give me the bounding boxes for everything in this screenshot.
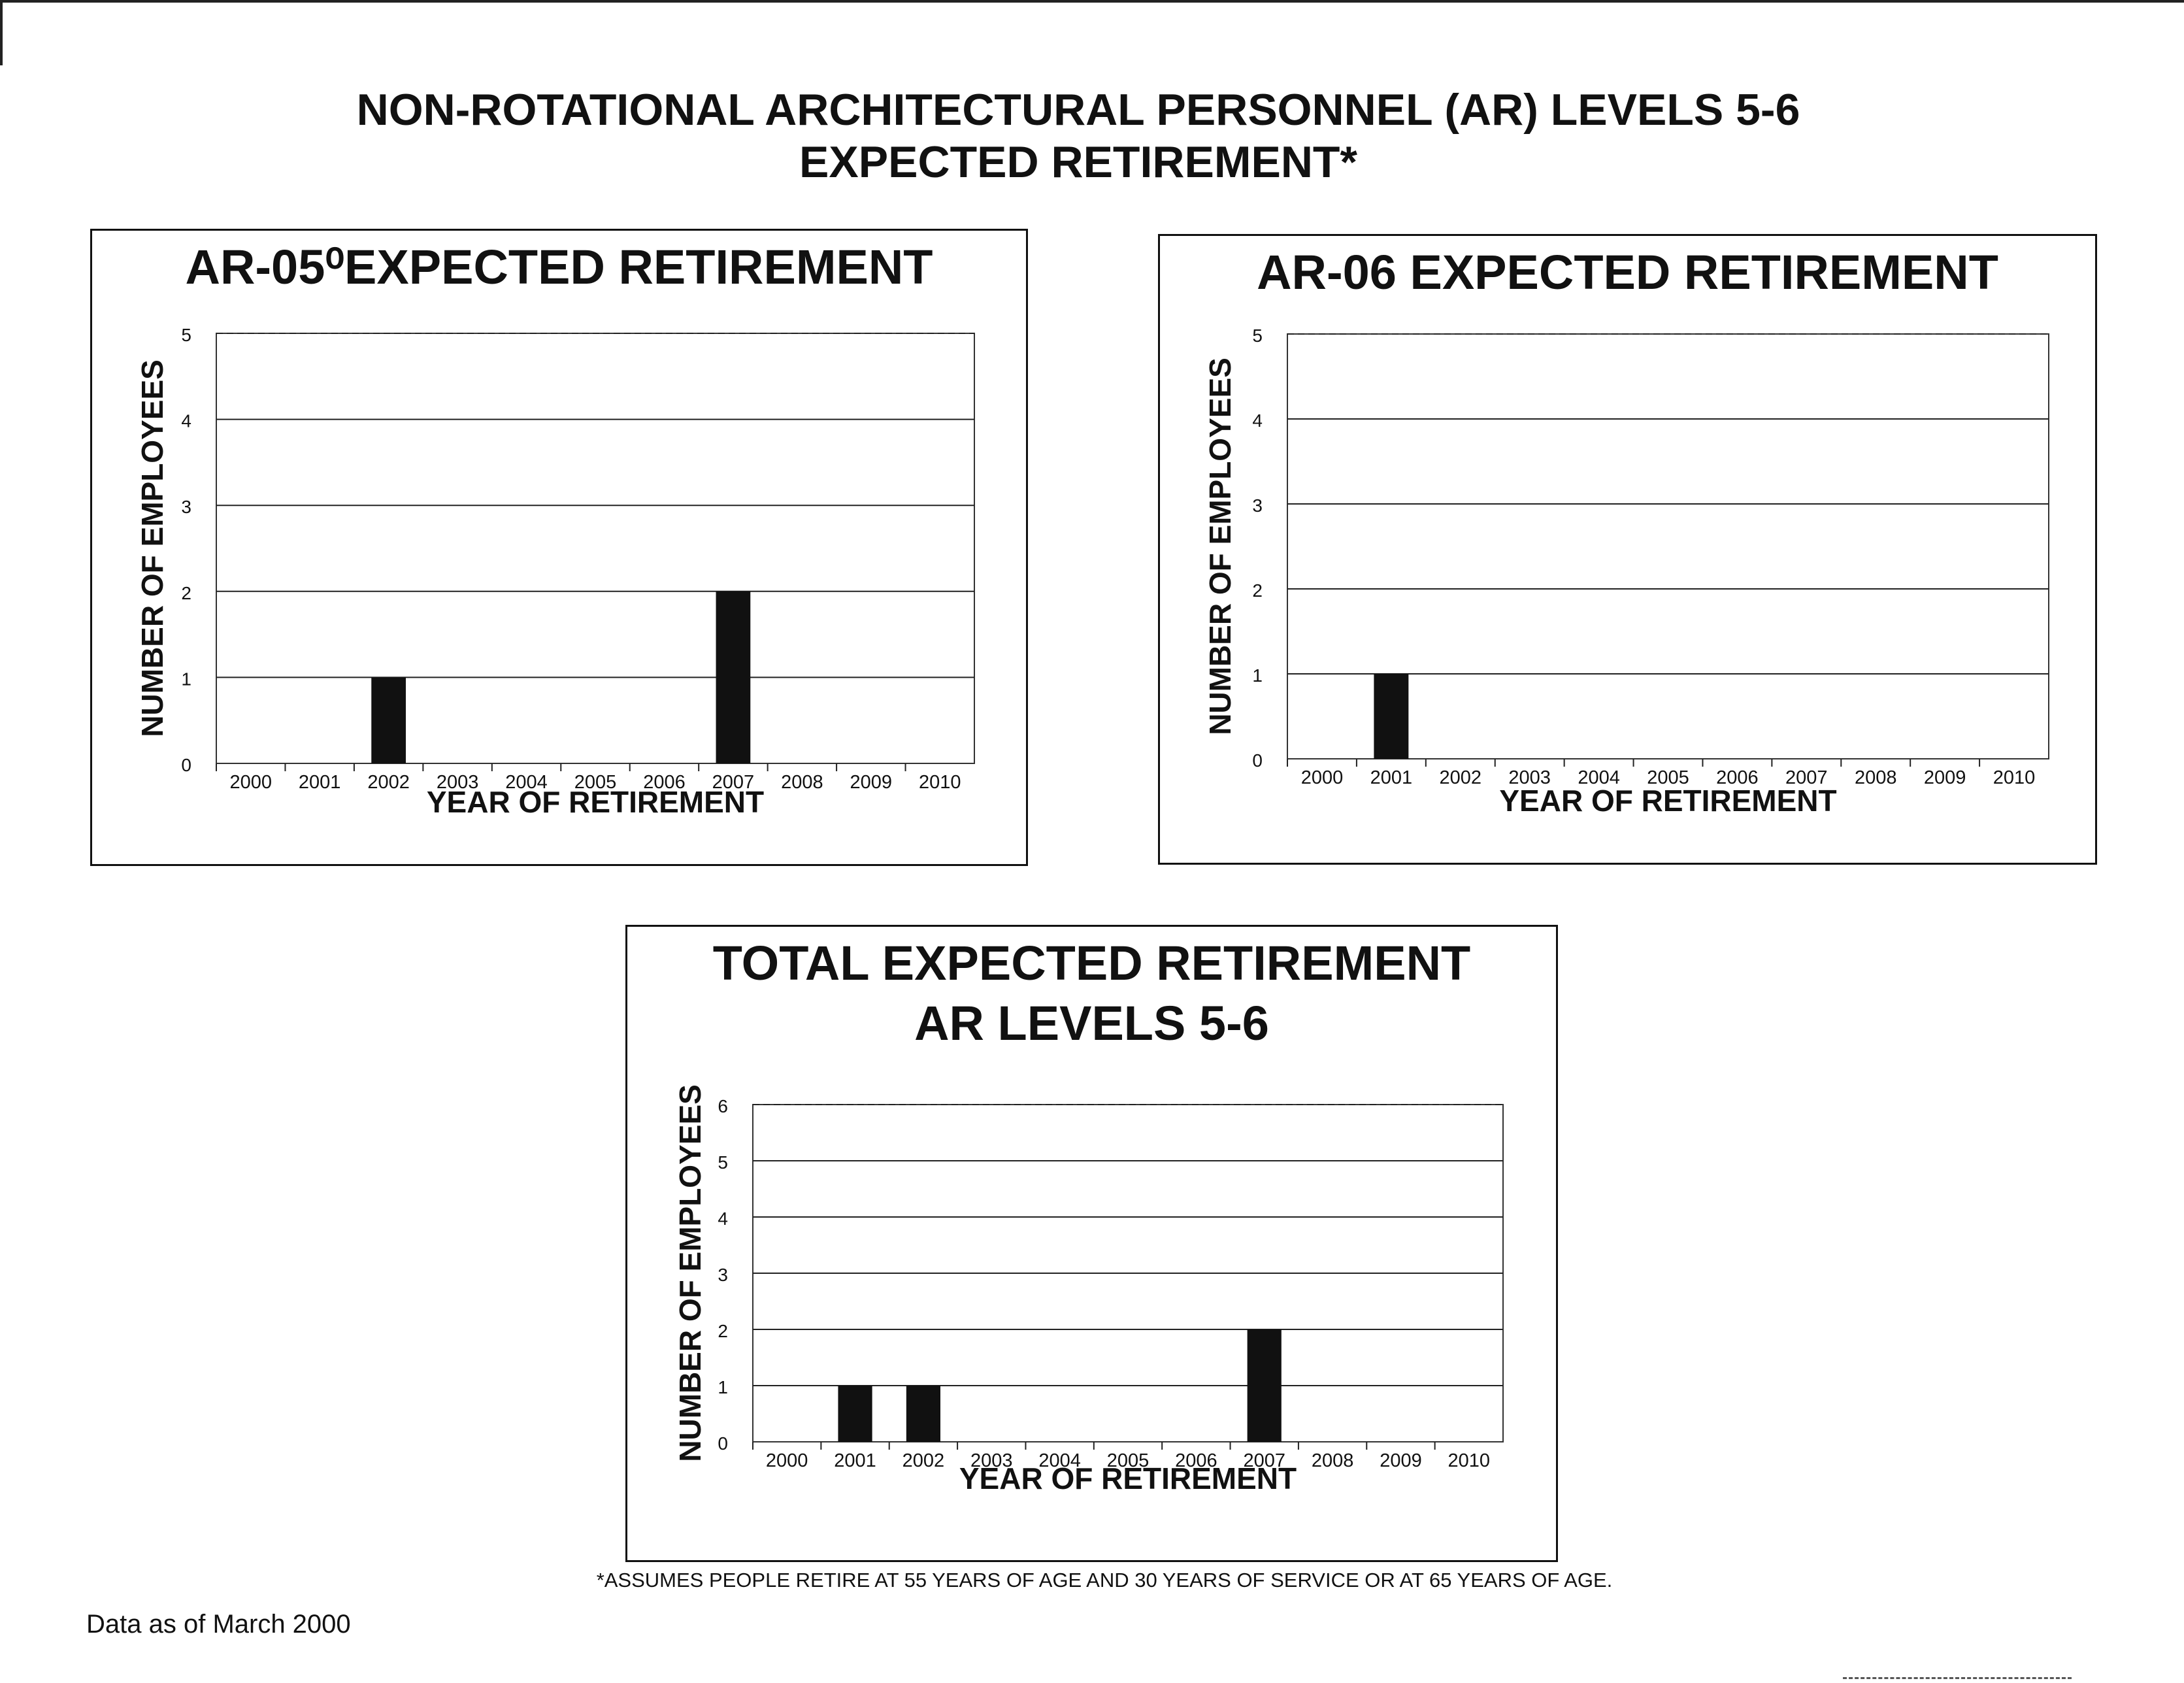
x-tick-label: 2005 xyxy=(1647,767,1689,788)
x-tick-label: 2000 xyxy=(229,772,272,793)
y-tick-label: 4 xyxy=(181,411,191,431)
chart-panel-ar05: AR-05⁰EXPECTED RETIREMENT 0 1 2 3 4 5 2000 2001… xyxy=(90,229,1028,866)
y-axis-title: NUMBER OF EMPLOYEES xyxy=(673,1084,707,1462)
y-tick-label: 3 xyxy=(1252,495,1263,516)
bar-2002 xyxy=(906,1386,940,1442)
chart-panel-total: TOTAL EXPECTED RETIREMENT AR LEVELS 5-6 … xyxy=(625,925,1558,1562)
y-tick-label: 1 xyxy=(718,1377,728,1397)
chart-title-ar06-line-1: AR-06 EXPECTED RETIREMENT xyxy=(1257,245,1998,299)
x-tick-label: 2001 xyxy=(299,772,341,793)
left-border-rule xyxy=(0,0,3,65)
chart-title-ar05: AR-05⁰EXPECTED RETIREMENT xyxy=(92,237,1026,297)
y-tick-label: 4 xyxy=(1252,410,1263,431)
bar-2001 xyxy=(1374,674,1409,759)
top-border-rule xyxy=(0,0,2184,3)
x-tick-label: 2003 xyxy=(437,772,479,793)
x-tick-label: 2010 xyxy=(1448,1450,1491,1471)
data-as-of-note: Data as of March 2000 xyxy=(86,1610,351,1639)
page-title: NON-ROTATIONAL ARCHITECTURAL PERSONNEL (… xyxy=(261,84,1895,188)
y-tick-label: 2 xyxy=(1252,580,1263,601)
y-tick-label: 4 xyxy=(718,1208,728,1229)
bar-2001 xyxy=(838,1386,872,1442)
y-tick-label: 2 xyxy=(718,1321,728,1341)
x-tick-label: 2001 xyxy=(834,1450,876,1471)
x-tick-label: 2004 xyxy=(1038,1450,1081,1471)
x-tick-label: 2009 xyxy=(1380,1450,1422,1471)
x-tick-label: 2005 xyxy=(574,772,617,793)
chart-ar06-svg: 0 1 2 3 4 5 2000 2001 2002 2003 2004 2005 2006 2007 20… xyxy=(1203,325,2049,818)
x-tick-label: 2002 xyxy=(367,772,410,793)
x-tick-label: 2010 xyxy=(919,772,961,793)
y-axis-title: NUMBER OF EMPLOYEES xyxy=(135,359,169,737)
x-axis-title: YEAR OF RETIREMENT xyxy=(1499,784,1836,818)
x-tick-label: 2004 xyxy=(505,772,548,793)
y-tick-label: 6 xyxy=(718,1096,728,1116)
y-tick-label: 1 xyxy=(181,669,191,689)
x-tick-label: 2008 xyxy=(781,772,823,793)
chart-title-total-line-1: TOTAL EXPECTED RETIREMENT xyxy=(712,936,1471,990)
bar-2007 xyxy=(716,591,751,763)
x-tick-label: 2010 xyxy=(1993,767,2036,788)
y-tick-label: 5 xyxy=(1252,325,1263,346)
y-tick-label: 0 xyxy=(181,755,191,775)
chart-ar05-svg: 0 1 2 3 4 5 2000 2001 2002 2003 2004 2005 2006 2007 20… xyxy=(135,325,975,819)
x-tick-label: 2001 xyxy=(1370,767,1413,788)
x-tick-label: 2006 xyxy=(1716,767,1759,788)
chart-panel-ar06: AR-06 EXPECTED RETIREMENT 0 1 2 3 4 5 2000 2001… xyxy=(1158,234,2097,865)
chart-title-ar06: AR-06 EXPECTED RETIREMENT xyxy=(1160,242,2095,303)
x-tick-label: 2009 xyxy=(850,772,893,793)
x-tick-label: 2000 xyxy=(766,1450,808,1471)
bar-2002 xyxy=(371,677,406,763)
page-title-line-2: EXPECTED RETIREMENT* xyxy=(799,137,1357,187)
chart-title-total: TOTAL EXPECTED RETIREMENT AR LEVELS 5-6 xyxy=(627,933,1556,1054)
chart-title-total-line-2: AR LEVELS 5-6 xyxy=(914,996,1269,1050)
x-tick-label: 2000 xyxy=(1301,767,1344,788)
x-tick-label: 2003 xyxy=(1508,767,1551,788)
page-title-line-1: NON-ROTATIONAL ARCHITECTURAL PERSONNEL (… xyxy=(356,85,1800,135)
y-tick-label: 1 xyxy=(1252,665,1263,686)
x-tick-label: 2006 xyxy=(1175,1450,1217,1471)
x-tick-label: 2003 xyxy=(970,1450,1013,1471)
x-tick-label: 2007 xyxy=(1785,767,1828,788)
x-tick-label: 2007 xyxy=(712,772,755,793)
y-tick-label: 5 xyxy=(718,1152,728,1173)
x-tick-label: 2002 xyxy=(1440,767,1482,788)
x-tick-label: 2007 xyxy=(1243,1450,1285,1471)
x-axis-title: YEAR OF RETIREMENT xyxy=(427,785,764,819)
x-tick-label: 2008 xyxy=(1312,1450,1354,1471)
x-tick-label: 2008 xyxy=(1855,767,1897,788)
x-tick-label: 2005 xyxy=(1107,1450,1150,1471)
y-tick-label: 2 xyxy=(181,583,191,603)
x-tick-label: 2009 xyxy=(1924,767,1966,788)
y-tick-label: 3 xyxy=(181,497,191,517)
y-tick-label: 5 xyxy=(181,325,191,345)
footnote: *ASSUMES PEOPLE RETIRE AT 55 YEARS OF AG… xyxy=(596,1569,1613,1591)
y-tick-label: 0 xyxy=(718,1433,728,1454)
x-tick-label: 2004 xyxy=(1578,767,1620,788)
y-tick-label: 3 xyxy=(718,1265,728,1285)
x-axis-title: YEAR OF RETIREMENT xyxy=(959,1461,1297,1495)
y-axis-title: NUMBER OF EMPLOYEES xyxy=(1203,358,1237,735)
x-tick-label: 2002 xyxy=(902,1450,945,1471)
bottom-edge-mark xyxy=(1843,1677,2072,1679)
plot-area xyxy=(216,333,975,764)
chart-total-svg: 0 1 2 3 4 5 6 2000 2001 2002 2003 2004 2005 2006 2007 2… xyxy=(673,1084,1504,1495)
bar-2007 xyxy=(1247,1329,1282,1442)
x-tick-label: 2006 xyxy=(643,772,686,793)
chart-title-ar05-line-1: AR-05⁰EXPECTED RETIREMENT xyxy=(185,240,933,294)
y-tick-label: 0 xyxy=(1252,750,1263,771)
